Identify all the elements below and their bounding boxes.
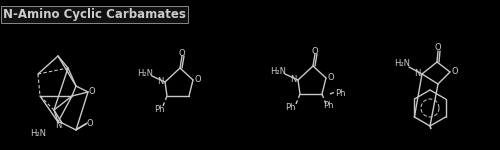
Text: N: N <box>290 75 296 84</box>
Text: H₂N: H₂N <box>137 69 153 78</box>
Text: N-Amino Cyclic Carbamates: N-Amino Cyclic Carbamates <box>3 8 186 21</box>
Text: O: O <box>178 48 186 57</box>
Text: Ph: Ph <box>154 105 164 114</box>
Text: H₂N: H₂N <box>394 60 410 69</box>
Text: Ph: Ph <box>285 103 295 112</box>
Text: H₂N: H₂N <box>30 129 46 138</box>
Text: O: O <box>312 46 318 56</box>
Text: N: N <box>157 78 163 87</box>
Text: O: O <box>194 75 202 84</box>
Text: H₂N: H₂N <box>270 68 286 76</box>
Text: O: O <box>86 120 94 129</box>
Text: Ph: Ph <box>335 90 345 99</box>
Text: O: O <box>452 68 458 76</box>
Text: O: O <box>434 44 442 52</box>
Text: Ph: Ph <box>323 102 333 111</box>
Text: O: O <box>88 87 96 96</box>
Text: O: O <box>328 74 334 82</box>
Text: N: N <box>55 120 61 129</box>
Text: N: N <box>414 69 420 78</box>
